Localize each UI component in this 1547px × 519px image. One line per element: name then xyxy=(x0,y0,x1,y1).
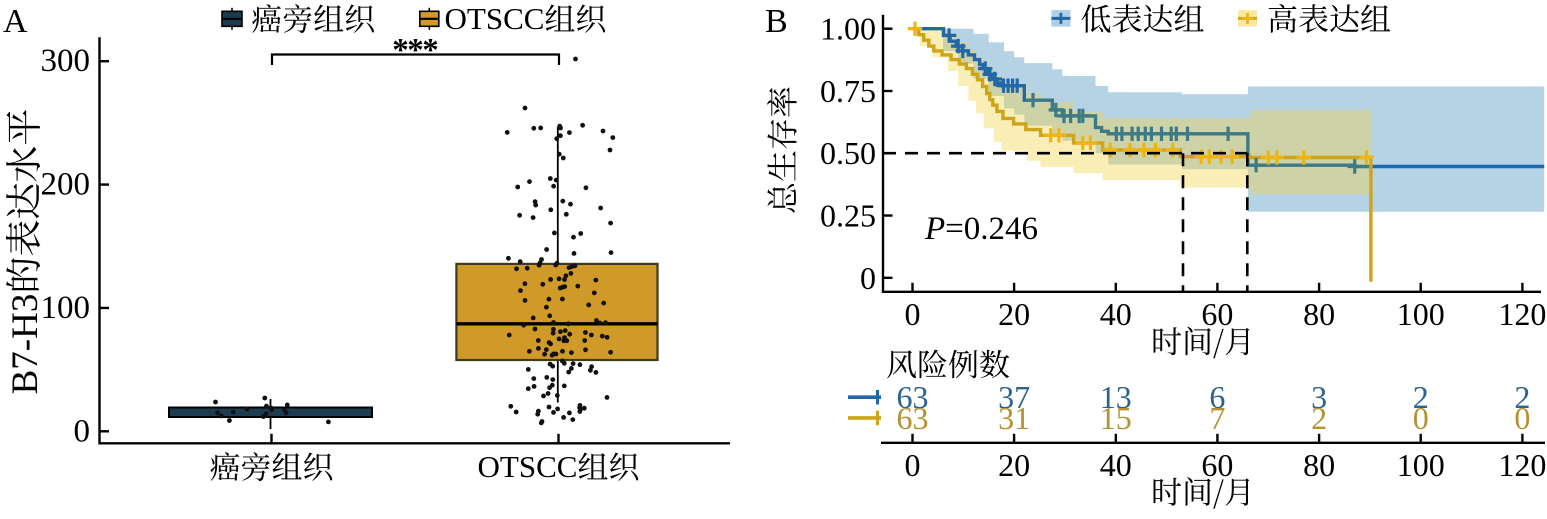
svg-text:2: 2 xyxy=(1311,400,1327,436)
svg-text:2: 2 xyxy=(1413,379,1429,415)
svg-text:3: 3 xyxy=(1311,379,1327,415)
svg-text:40: 40 xyxy=(1100,296,1132,332)
svg-text:63: 63 xyxy=(897,379,929,415)
svg-text:OTSCC: OTSCC xyxy=(478,449,578,484)
svg-text:0: 0 xyxy=(905,296,921,332)
svg-text:*: * xyxy=(392,33,409,69)
svg-text:P=0.246: P=0.246 xyxy=(924,211,1038,247)
svg-text:0: 0 xyxy=(860,260,876,296)
svg-text:15: 15 xyxy=(1100,400,1132,436)
svg-text:120: 120 xyxy=(1498,447,1546,483)
svg-text:1.00: 1.00 xyxy=(820,11,876,47)
svg-text:20: 20 xyxy=(998,447,1030,483)
svg-text:37: 37 xyxy=(998,379,1030,415)
svg-text:80: 80 xyxy=(1303,447,1335,483)
svg-text:B: B xyxy=(765,3,788,40)
svg-text:0.50: 0.50 xyxy=(820,135,876,171)
svg-text:63: 63 xyxy=(897,400,929,436)
svg-text:0: 0 xyxy=(74,413,91,449)
svg-text:B7-H3: B7-H3 xyxy=(5,294,46,395)
svg-text:6: 6 xyxy=(1209,379,1225,415)
svg-text:120: 120 xyxy=(1498,296,1546,332)
svg-text:31: 31 xyxy=(998,400,1030,436)
svg-text:60: 60 xyxy=(1201,296,1233,332)
svg-text:100: 100 xyxy=(41,290,91,326)
svg-text:7: 7 xyxy=(1209,400,1225,436)
svg-text:*: * xyxy=(407,33,424,69)
svg-text:0.75: 0.75 xyxy=(820,73,876,109)
svg-text:80: 80 xyxy=(1303,296,1335,332)
svg-text:40: 40 xyxy=(1100,447,1132,483)
svg-text:200: 200 xyxy=(41,167,91,203)
svg-text:A: A xyxy=(3,3,28,40)
svg-text:0: 0 xyxy=(905,447,921,483)
svg-text:0.25: 0.25 xyxy=(820,198,876,234)
svg-text:OTSCC: OTSCC xyxy=(445,1,545,36)
svg-text:60: 60 xyxy=(1201,447,1233,483)
svg-text:0: 0 xyxy=(1413,400,1429,436)
svg-text:0: 0 xyxy=(1514,400,1530,436)
svg-text:2: 2 xyxy=(1514,379,1530,415)
svg-text:300: 300 xyxy=(41,43,91,79)
svg-text:13: 13 xyxy=(1100,379,1132,415)
svg-text:20: 20 xyxy=(998,296,1030,332)
svg-text:*: * xyxy=(422,33,439,69)
svg-text:100: 100 xyxy=(1397,447,1445,483)
svg-text:100: 100 xyxy=(1397,296,1445,332)
